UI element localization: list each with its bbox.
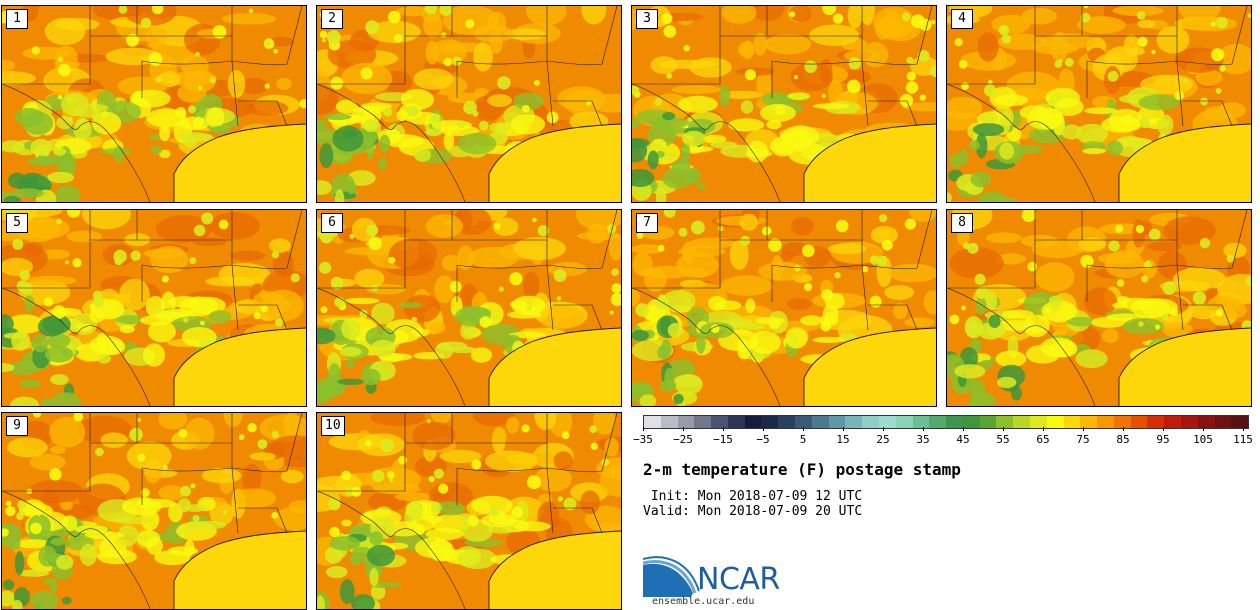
colorbar-tick: [923, 427, 924, 431]
colorbar-tick-label: −25: [673, 433, 693, 446]
ncar-logo-text: NCAR: [697, 562, 780, 597]
ensemble-member-panel: 2: [316, 5, 622, 203]
colorbar-segment: [711, 416, 728, 428]
colorbar-segment: [828, 416, 846, 428]
member-number-label: 6: [321, 213, 343, 233]
colorbar-tick: [843, 427, 844, 431]
colorbar-tick-label: 5: [799, 433, 807, 446]
colorbar-segment: [1197, 416, 1215, 428]
colorbar-segment: [845, 416, 863, 428]
colorbar-segment: [660, 416, 678, 428]
colorbar-tick-label: 95: [1156, 433, 1170, 446]
colorbar-segment: [811, 416, 829, 428]
colorbar-segment: [962, 416, 980, 428]
colorbar-tick: [1203, 427, 1204, 431]
member-number-label: 3: [636, 9, 658, 29]
colorbar-tick: [763, 427, 764, 431]
colorbar-tick: [683, 427, 684, 431]
colorbar-segment: [694, 416, 712, 428]
colorbar-tick: [643, 427, 644, 431]
colorbar-segment: [895, 416, 913, 428]
ensemble-member-panel: 10: [316, 412, 622, 610]
ensemble-member-panel: 4: [946, 5, 1252, 203]
colorbar-tick-label: 75: [1076, 433, 1090, 446]
colorbar-segment: [979, 416, 997, 428]
colorbar-tick: [803, 427, 804, 431]
colorbar-tick: [1123, 427, 1124, 431]
colorbar-segment: [644, 416, 661, 428]
colorbar-segment: [1063, 416, 1081, 428]
colorbar-segment: [1029, 416, 1047, 428]
colorbar-tick-label: 115: [1233, 433, 1253, 446]
colorbar-segment: [1164, 416, 1181, 428]
colorbar-tick-label: 85: [1116, 433, 1130, 446]
colorbar-segment: [1097, 416, 1114, 428]
colorbar-tick: [723, 427, 724, 431]
ensemble-member-panel: 6: [316, 209, 622, 407]
colorbar-segment: [862, 416, 879, 428]
member-number-label: 8: [951, 213, 973, 233]
colorbar-tick-label: 35: [916, 433, 930, 446]
plot-title: 2-m temperature (F) postage stamp: [643, 460, 961, 479]
colorbar-tick-label: 15: [836, 433, 850, 446]
site-url: ensemble.ucar.edu: [652, 596, 755, 607]
colorbar-segment: [929, 416, 947, 428]
colorbar-segment: [1147, 416, 1165, 428]
colorbar-segment: [1046, 416, 1064, 428]
colorbar-segment: [996, 416, 1014, 428]
colorbar-tick: [963, 427, 964, 431]
colorbar-segment: [1181, 416, 1198, 428]
ensemble-member-panel: 1: [1, 5, 307, 203]
colorbar-segment: [1231, 416, 1249, 428]
colorbar-segment: [795, 416, 812, 428]
colorbar-segment: [1080, 416, 1098, 428]
colorbar-tick: [1163, 427, 1164, 431]
member-number-label: 10: [321, 416, 345, 436]
valid-time: Valid: Mon 2018-07-09 20 UTC: [643, 504, 863, 519]
colorbar-segment: [946, 416, 963, 428]
colorbar-tick-label: 55: [996, 433, 1010, 446]
ensemble-member-panel: 8: [946, 209, 1252, 407]
ensemble-member-panel: 5: [1, 209, 307, 407]
colorbar-tick: [1243, 427, 1244, 431]
temperature-colorbar: [643, 415, 1249, 429]
colorbar-segment: [677, 416, 695, 428]
colorbar-tick: [1043, 427, 1044, 431]
colorbar-tick: [1083, 427, 1084, 431]
ensemble-member-panel: 7: [631, 209, 937, 407]
member-number-label: 4: [951, 9, 973, 29]
colorbar-tick-label: −35: [633, 433, 653, 446]
colorbar-segment: [1214, 416, 1232, 428]
ensemble-member-panel: 3: [631, 5, 937, 203]
ensemble-member-panel: 9: [1, 412, 307, 610]
colorbar-segment: [761, 416, 779, 428]
colorbar-segment: [744, 416, 762, 428]
colorbar-tick-label: −15: [713, 433, 733, 446]
colorbar-tick: [883, 427, 884, 431]
member-number-label: 2: [321, 9, 343, 29]
ncar-logo-icon: [643, 556, 700, 597]
colorbar-tick-label: −5: [756, 433, 770, 446]
colorbar-segment: [1130, 416, 1148, 428]
colorbar-tick-label: 65: [1036, 433, 1050, 446]
colorbar-segment: [912, 416, 930, 428]
init-time: Init: Mon 2018-07-09 12 UTC: [643, 489, 863, 504]
colorbar-tick-label: 105: [1193, 433, 1213, 446]
member-number-label: 7: [636, 213, 658, 233]
colorbar-ticks: −35 −25 −15 −5 5 15 25 35 45 55 65 75 85 95 105 115: [633, 427, 1253, 449]
member-number-label: 9: [6, 416, 28, 436]
colorbar-tick-label: 25: [876, 433, 890, 446]
colorbar-segment: [778, 416, 796, 428]
colorbar-segment: [878, 416, 896, 428]
colorbar-tick-label: 45: [956, 433, 970, 446]
colorbar-segment: [1113, 416, 1131, 428]
colorbar-tick: [1003, 427, 1004, 431]
colorbar-segment: [727, 416, 745, 428]
member-number-label: 1: [6, 9, 28, 29]
colorbar-segment: [1013, 416, 1030, 428]
member-number-label: 5: [6, 213, 28, 233]
